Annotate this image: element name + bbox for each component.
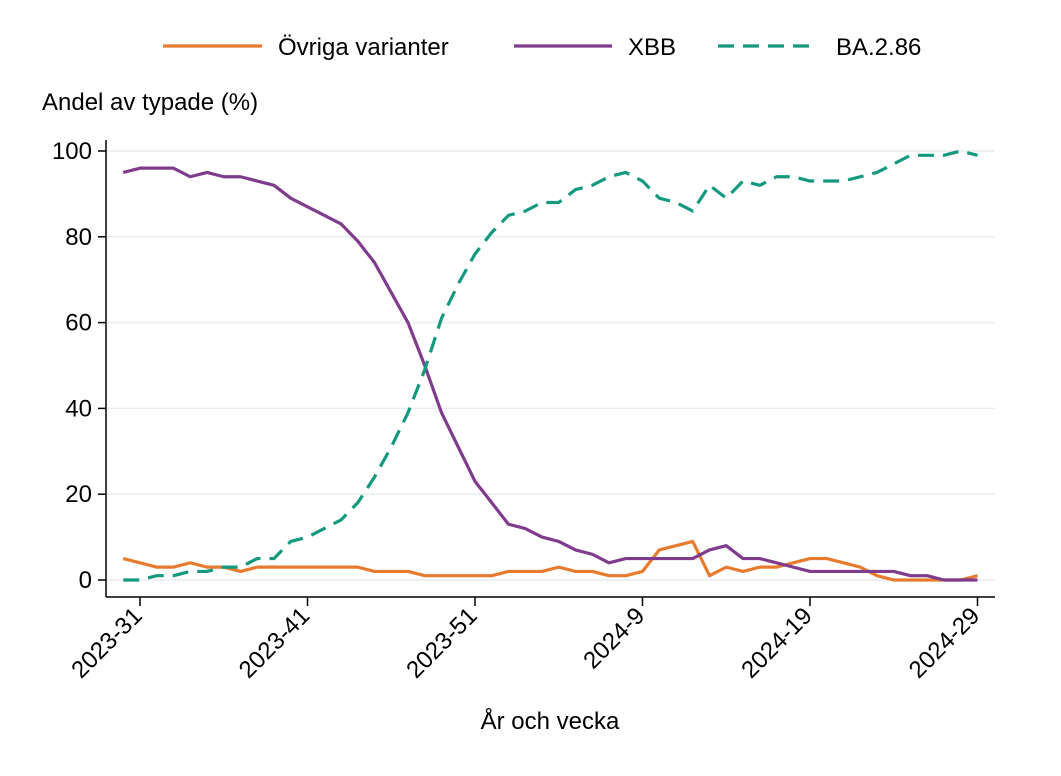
x-tick-label-2023-31: 2023-31 <box>66 602 147 683</box>
gridlines <box>106 151 995 580</box>
series-lines <box>123 151 977 580</box>
x-tick-label-2024-9: 2024-9 <box>578 602 650 674</box>
axes: 0 20 40 60 80 100 2023-31 2023-41 2023-51 2024-9 2… <box>52 138 995 684</box>
y-tick-label-60: 60 <box>65 310 92 337</box>
series-line-1 <box>123 168 977 580</box>
y-tick-label-80: 80 <box>65 224 92 251</box>
y-tick-label-40: 40 <box>65 395 92 422</box>
x-tick-label-2024-29: 2024-29 <box>904 602 985 683</box>
legend: Övriga varianter XBB BA.2.86 <box>163 34 921 61</box>
x-tick-label-2023-51: 2023-51 <box>401 602 482 683</box>
x-tick-label-2023-41: 2023-41 <box>234 602 315 683</box>
legend-label-1: XBB <box>628 34 676 61</box>
y-tick-label-20: 20 <box>65 481 92 508</box>
legend-label-2: BA.2.86 <box>836 34 921 61</box>
y-tick-label-0: 0 <box>79 567 92 594</box>
x-axis-title: År och vecka <box>481 707 620 735</box>
x-tick-label-2024-19: 2024-19 <box>736 602 817 683</box>
y-tick-label-100: 100 <box>52 138 92 165</box>
legend-label-0: Övriga varianter <box>278 34 449 61</box>
series-line-2 <box>123 151 977 580</box>
y-axis-title: Andel av typade (%) <box>42 89 258 116</box>
